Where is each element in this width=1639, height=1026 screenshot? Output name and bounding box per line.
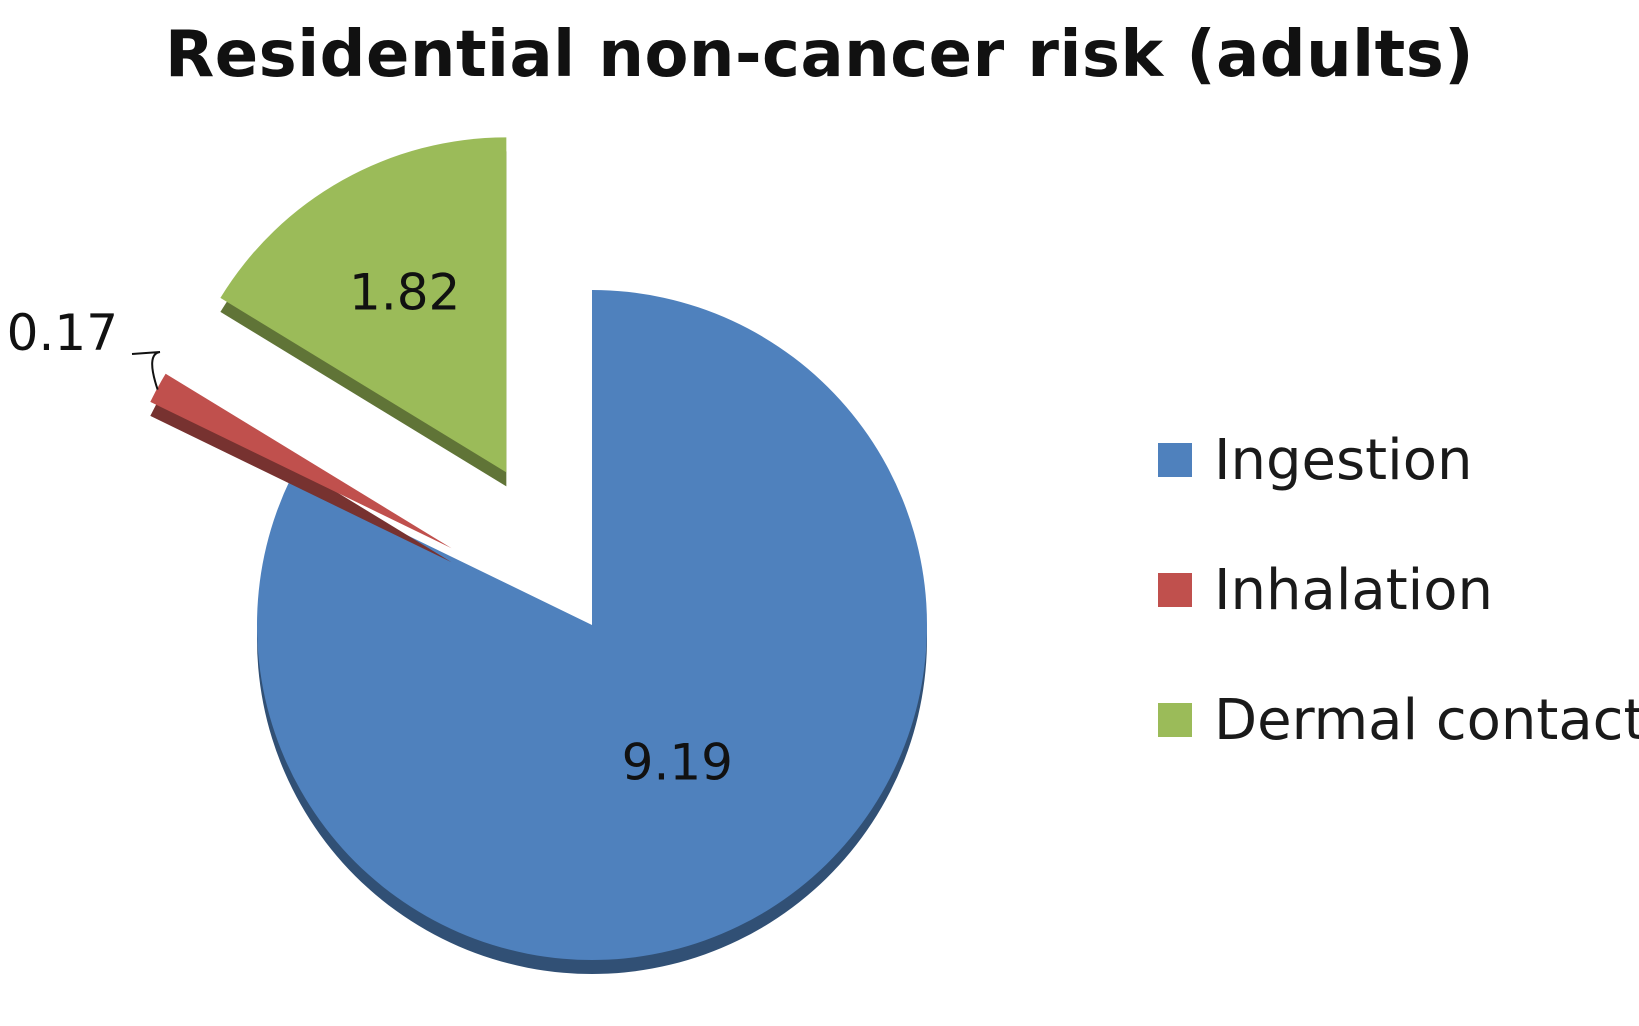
pie-slice-inhalation <box>150 373 452 563</box>
pie-slice-ingestion <box>256 290 927 974</box>
data-label-inhalation: 0.17 <box>7 304 118 362</box>
pie-slice-top-ingestion <box>256 290 927 961</box>
legend-label-inhalation: Inhalation <box>1214 557 1493 623</box>
chart-legend: Ingestion Inhalation Dermal contact <box>1158 395 1639 785</box>
legend-item-inhalation: Inhalation <box>1158 525 1639 655</box>
chart-title: Residential non-cancer risk (adults) <box>164 18 1475 92</box>
legend-swatch-inhalation <box>1158 573 1192 607</box>
legend-swatch-ingestion <box>1158 443 1192 477</box>
data-label-dermal-contact: 1.82 <box>349 263 460 321</box>
pie-slice-top-dermal-contact <box>220 137 507 473</box>
legend-swatch-dermal-contact <box>1158 703 1192 737</box>
data-label-ingestion: 9.19 <box>622 733 733 791</box>
leader-line-inhalation <box>131 351 161 390</box>
legend-item-ingestion: Ingestion <box>1158 395 1639 525</box>
legend-label-dermal-contact: Dermal contact <box>1214 687 1639 753</box>
legend-label-ingestion: Ingestion <box>1214 427 1473 493</box>
pie-slice-top-inhalation <box>150 373 452 549</box>
pie-slice-dermal-contact <box>220 137 507 487</box>
legend-item-dermal-contact: Dermal contact <box>1158 655 1639 785</box>
